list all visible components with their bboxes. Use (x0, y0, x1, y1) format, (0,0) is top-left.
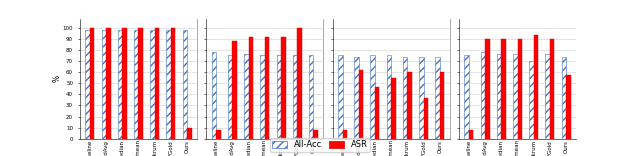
Bar (134, 30, 138, 139)
Bar (424, 98, 428, 139)
Bar (155, 28, 159, 139)
Bar (513, 54, 518, 139)
Bar (248, 37, 253, 139)
Bar (529, 61, 534, 139)
Bar (150, 30, 155, 139)
Bar (265, 37, 269, 139)
Bar (550, 39, 554, 139)
Bar (469, 130, 474, 139)
Bar (309, 55, 314, 139)
Bar (465, 55, 469, 139)
Bar (314, 130, 318, 139)
Bar (297, 28, 302, 139)
Bar (566, 76, 571, 139)
Bar (244, 54, 248, 139)
Bar (518, 39, 522, 139)
Y-axis label: %: % (52, 75, 61, 82)
Bar (375, 87, 380, 139)
Bar (440, 72, 444, 139)
Bar (106, 28, 111, 139)
Bar (166, 30, 171, 139)
Legend: All-Acc, ASR: All-Acc, ASR (270, 138, 370, 152)
Bar (435, 56, 440, 139)
Bar (292, 55, 297, 139)
Bar (260, 55, 265, 139)
Bar (391, 78, 396, 139)
Bar (497, 54, 501, 139)
Bar (85, 30, 90, 139)
Bar (403, 56, 408, 139)
Bar (171, 28, 175, 139)
Bar (408, 72, 412, 139)
Bar (276, 55, 281, 139)
Bar (118, 30, 122, 139)
Bar (281, 37, 285, 139)
Bar (187, 128, 191, 139)
Bar (216, 130, 221, 139)
Bar (481, 52, 485, 139)
Bar (501, 39, 506, 139)
Bar (338, 55, 342, 139)
Bar (534, 35, 538, 139)
Bar (228, 55, 232, 139)
Bar (122, 28, 127, 139)
Bar (371, 55, 375, 139)
Bar (419, 56, 424, 139)
Bar (102, 30, 106, 139)
Bar (138, 28, 143, 139)
Bar (545, 54, 550, 139)
Bar (485, 39, 490, 139)
Bar (182, 30, 187, 139)
Bar (387, 55, 391, 139)
Bar (359, 70, 364, 139)
Bar (232, 41, 237, 139)
Bar (354, 56, 359, 139)
Bar (90, 28, 94, 139)
Bar (342, 130, 347, 139)
Bar (212, 52, 216, 139)
Bar (562, 56, 566, 139)
